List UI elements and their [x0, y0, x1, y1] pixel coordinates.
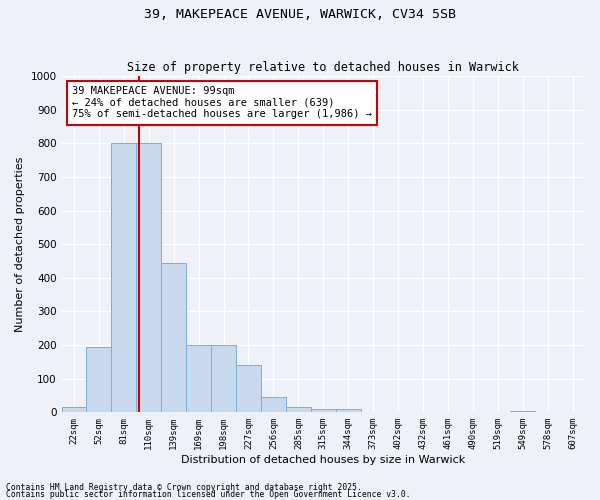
Bar	[311, 409, 336, 412]
Bar	[161, 262, 186, 412]
Bar	[112, 144, 136, 412]
Bar	[336, 409, 361, 412]
Bar	[86, 347, 112, 412]
Bar	[236, 366, 261, 412]
Bar	[136, 144, 161, 412]
Text: Contains HM Land Registry data © Crown copyright and database right 2025.: Contains HM Land Registry data © Crown c…	[6, 484, 362, 492]
Bar	[510, 410, 535, 412]
Text: Contains public sector information licensed under the Open Government Licence v3: Contains public sector information licen…	[6, 490, 410, 499]
Text: 39 MAKEPEACE AVENUE: 99sqm
← 24% of detached houses are smaller (639)
75% of sem: 39 MAKEPEACE AVENUE: 99sqm ← 24% of deta…	[72, 86, 372, 120]
Bar	[286, 408, 311, 412]
Bar	[261, 397, 286, 412]
Bar	[211, 345, 236, 412]
Title: Size of property relative to detached houses in Warwick: Size of property relative to detached ho…	[127, 60, 519, 74]
Y-axis label: Number of detached properties: Number of detached properties	[15, 156, 25, 332]
X-axis label: Distribution of detached houses by size in Warwick: Distribution of detached houses by size …	[181, 455, 466, 465]
Text: 39, MAKEPEACE AVENUE, WARWICK, CV34 5SB: 39, MAKEPEACE AVENUE, WARWICK, CV34 5SB	[144, 8, 456, 20]
Bar	[186, 345, 211, 412]
Bar	[62, 408, 86, 412]
